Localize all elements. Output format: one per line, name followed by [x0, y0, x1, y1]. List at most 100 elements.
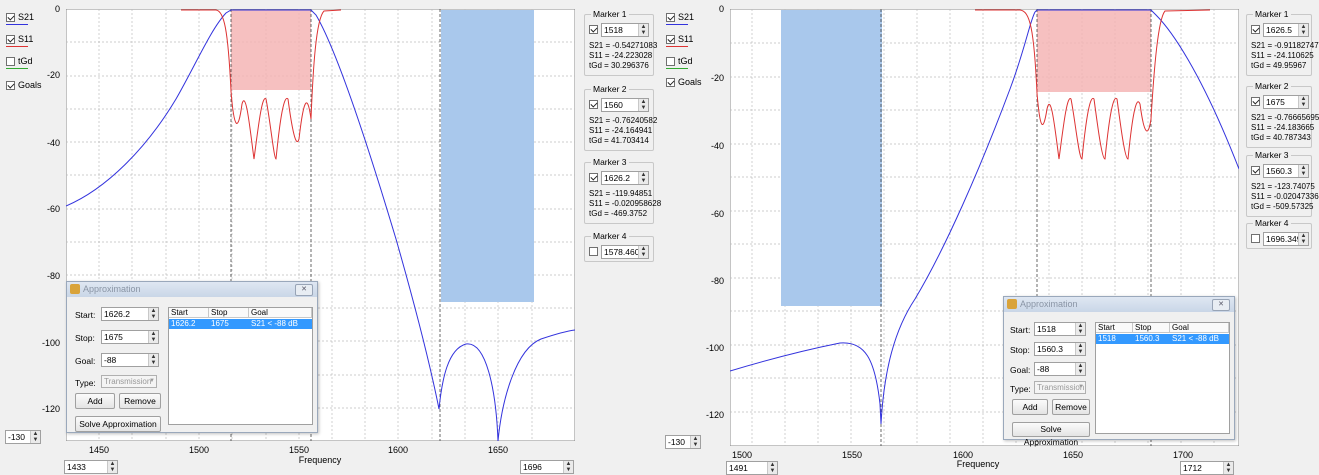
marker-2-checkbox[interactable]	[1251, 97, 1260, 106]
goals-table[interactable]: Start Stop Goal 1626.2 1675 S21 < -88 dB	[168, 307, 313, 425]
legend-s11[interactable]: S11	[666, 34, 693, 44]
marker-lines	[880, 9, 1152, 446]
marker-1-checkbox[interactable]	[589, 25, 598, 34]
marker-4-checkbox[interactable]	[1251, 234, 1260, 243]
column-header-start[interactable]: Start	[1096, 323, 1133, 333]
spinner-arrows-icon[interactable]: ▲ ▼	[1298, 233, 1308, 245]
goals-checkbox[interactable]	[6, 80, 15, 90]
marker-s11: S11 = -24.110625	[1251, 51, 1314, 60]
remove-button[interactable]: Remove	[119, 393, 161, 409]
spinner-arrows-icon[interactable]: ▲ ▼	[1075, 363, 1085, 375]
type-select[interactable]: Transmission ▼	[1034, 381, 1086, 394]
marker-freq: 1675	[1266, 97, 1285, 107]
legend-s21[interactable]: S21	[666, 12, 694, 22]
close-icon[interactable]: ✕	[1212, 299, 1230, 311]
x-axis-title: Frequency	[298, 455, 342, 465]
spinner-arrows-icon[interactable]: ▲ ▼	[638, 99, 648, 111]
legend-s21[interactable]: S21	[6, 12, 34, 22]
xmax-spinner[interactable]: 1696 ▲ ▼	[520, 460, 574, 474]
xmin-spinner[interactable]: 1433 ▲ ▼	[64, 460, 118, 474]
spinner-arrows-icon[interactable]: ▲ ▼	[148, 354, 158, 366]
column-header-stop[interactable]: Stop	[1133, 323, 1170, 333]
marker-1-freq-spinner[interactable]: 1518 ▲ ▼	[601, 23, 649, 37]
marker-1-box: Marker 1 1518 ▲ ▼ S21 = -0.54271083 S11 = …	[584, 9, 657, 76]
table-row[interactable]: 1518 1560.3 S21 < -88 dB	[1096, 334, 1229, 344]
type-select[interactable]: Transmission ▼	[101, 375, 157, 388]
marker-4-freq-spinner[interactable]: 1696.3492 ▲ ▼	[1263, 232, 1309, 246]
marker-1-checkbox[interactable]	[1251, 25, 1260, 34]
marker-3-freq-spinner[interactable]: 1626.2 ▲ ▼	[601, 171, 649, 185]
spinner-arrows-icon[interactable]: ▲ ▼	[638, 172, 648, 184]
xmax-spinner[interactable]: 1712 ▲ ▼	[1180, 461, 1234, 475]
y-tick-label: -80	[710, 276, 724, 286]
dialog-titlebar[interactable]: Approximation ✕	[67, 282, 317, 297]
solve-approximation-button[interactable]: Solve Approximation	[1012, 422, 1090, 447]
spinner-arrows-icon[interactable]: ▲ ▼	[1075, 343, 1085, 355]
type-value: Transmission	[104, 377, 152, 386]
column-header-start[interactable]: Start	[169, 308, 209, 318]
spinner-arrows-icon[interactable]: ▲ ▼	[1298, 24, 1308, 36]
spinner-arrows-icon[interactable]: ▲ ▼	[107, 461, 117, 473]
tgd-checkbox[interactable]	[666, 56, 675, 66]
start-spinner[interactable]: 1518 ▲ ▼	[1034, 322, 1086, 336]
marker-2-freq-spinner[interactable]: 1560 ▲ ▼	[601, 98, 649, 112]
stop-spinner[interactable]: 1560.3 ▲ ▼	[1034, 342, 1086, 356]
marker-2-freq-spinner[interactable]: 1675 ▲ ▼	[1263, 95, 1309, 109]
spinner-arrows-icon[interactable]: ▲ ▼	[638, 24, 648, 36]
spinner-arrows-icon[interactable]: ▲ ▼	[638, 246, 648, 258]
column-header-goal[interactable]: Goal	[249, 308, 312, 318]
ymin-spinner[interactable]: -130 ▲ ▼	[5, 430, 41, 444]
table-row[interactable]: 1626.2 1675 S21 < -88 dB	[169, 319, 312, 329]
spinner-arrows-icon[interactable]: ▲ ▼	[1298, 165, 1308, 177]
ymin-spinner[interactable]: -130 ▲ ▼	[665, 435, 701, 449]
s11-checkbox[interactable]	[6, 34, 15, 44]
spinner-arrows-icon[interactable]: ▲ ▼	[1298, 96, 1308, 108]
marker-3-box: Marker 3 1626.2 ▲ ▼ S21 = -119.94851 S11 =…	[584, 157, 661, 224]
legend-s11[interactable]: S11	[6, 34, 33, 44]
stop-spinner[interactable]: 1675 ▲ ▼	[101, 330, 159, 344]
s21-checkbox[interactable]	[6, 12, 15, 22]
legend-goals[interactable]: Goals	[666, 77, 702, 87]
spinner-arrows-icon[interactable]: ▲ ▼	[767, 462, 777, 474]
dialog-titlebar[interactable]: Approximation ✕	[1004, 297, 1234, 312]
legend-goals[interactable]: Goals	[6, 80, 42, 90]
marker-3-checkbox[interactable]	[589, 173, 598, 182]
s11-checkbox[interactable]	[666, 34, 675, 44]
column-header-goal[interactable]: Goal	[1170, 323, 1229, 333]
spinner-arrows-icon[interactable]: ▲ ▼	[1075, 323, 1085, 335]
spinner-arrows-icon[interactable]: ▲ ▼	[148, 331, 158, 343]
spinner-arrows-icon[interactable]: ▲ ▼	[1223, 462, 1233, 474]
s21-checkbox[interactable]	[666, 12, 675, 22]
tgd-label: tGd	[678, 56, 693, 66]
column-header-stop[interactable]: Stop	[209, 308, 249, 318]
goals-table[interactable]: Start Stop Goal 1518 1560.3 S21 < -88 dB	[1095, 322, 1230, 434]
legend-tgd[interactable]: tGd	[6, 56, 33, 66]
tgd-checkbox[interactable]	[6, 56, 15, 66]
spinner-arrows-icon[interactable]: ▲ ▼	[563, 461, 573, 473]
marker-4-freq-spinner[interactable]: 1578.4609 ▲ ▼	[601, 245, 649, 259]
x-tick-label: 1600	[387, 445, 409, 455]
marker-3-checkbox[interactable]	[1251, 166, 1260, 175]
solve-approximation-button[interactable]: Solve Approximation	[75, 416, 161, 432]
y-tick-label: -60	[710, 209, 724, 219]
marker-s11: S11 = -24.183665	[1251, 123, 1315, 132]
marker-4-checkbox[interactable]	[589, 247, 598, 256]
start-spinner[interactable]: 1626.2 ▲ ▼	[101, 307, 159, 321]
remove-button[interactable]: Remove	[1052, 399, 1090, 415]
add-button[interactable]: Add	[1012, 399, 1048, 415]
spinner-arrows-icon[interactable]: ▲ ▼	[148, 308, 158, 320]
legend-tgd[interactable]: tGd	[666, 56, 693, 66]
goal-spinner[interactable]: -88 ▲ ▼	[1034, 362, 1086, 376]
spinner-arrows-icon[interactable]: ▲ ▼	[30, 431, 40, 443]
goal-spinner[interactable]: -88 ▲ ▼	[101, 353, 159, 367]
goals-checkbox[interactable]	[666, 77, 675, 87]
x-tick-label: 1550	[841, 450, 863, 460]
xmin-spinner[interactable]: 1491 ▲ ▼	[726, 461, 778, 475]
marker-2-checkbox[interactable]	[589, 100, 598, 109]
close-icon[interactable]: ✕	[295, 284, 313, 296]
marker-1-freq-spinner[interactable]: 1626.5 ▲ ▼	[1263, 23, 1309, 37]
marker-3-freq-spinner[interactable]: 1560.3 ▲ ▼	[1263, 164, 1309, 178]
add-button[interactable]: Add	[75, 393, 115, 409]
ymin-value: -130	[8, 432, 26, 442]
spinner-arrows-icon[interactable]: ▲ ▼	[690, 436, 700, 448]
